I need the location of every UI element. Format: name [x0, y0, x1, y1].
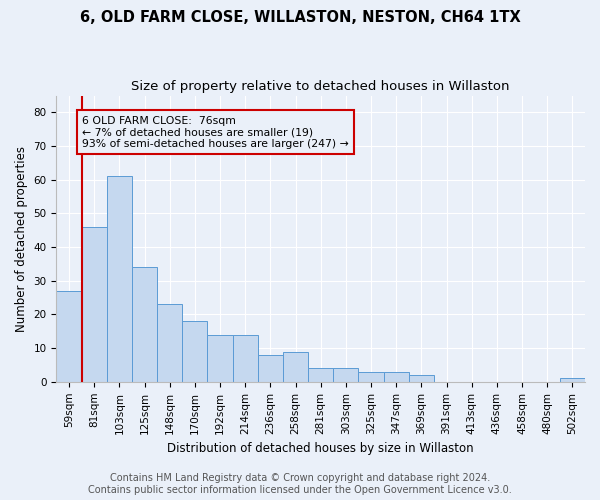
- Bar: [409, 375, 434, 382]
- Bar: [208, 334, 233, 382]
- Bar: [560, 378, 585, 382]
- Bar: [308, 368, 333, 382]
- Y-axis label: Number of detached properties: Number of detached properties: [15, 146, 28, 332]
- Bar: [333, 368, 358, 382]
- Bar: [132, 268, 157, 382]
- Bar: [383, 372, 409, 382]
- Bar: [233, 334, 258, 382]
- Bar: [358, 372, 383, 382]
- Text: 6 OLD FARM CLOSE:  76sqm
← 7% of detached houses are smaller (19)
93% of semi-de: 6 OLD FARM CLOSE: 76sqm ← 7% of detached…: [82, 116, 349, 149]
- Bar: [82, 227, 107, 382]
- Bar: [56, 291, 82, 382]
- Bar: [258, 355, 283, 382]
- Bar: [107, 176, 132, 382]
- Bar: [157, 304, 182, 382]
- Bar: [182, 321, 208, 382]
- X-axis label: Distribution of detached houses by size in Willaston: Distribution of detached houses by size …: [167, 442, 474, 455]
- Text: 6, OLD FARM CLOSE, WILLASTON, NESTON, CH64 1TX: 6, OLD FARM CLOSE, WILLASTON, NESTON, CH…: [80, 10, 520, 25]
- Bar: [283, 352, 308, 382]
- Text: Contains HM Land Registry data © Crown copyright and database right 2024.
Contai: Contains HM Land Registry data © Crown c…: [88, 474, 512, 495]
- Title: Size of property relative to detached houses in Willaston: Size of property relative to detached ho…: [131, 80, 510, 93]
